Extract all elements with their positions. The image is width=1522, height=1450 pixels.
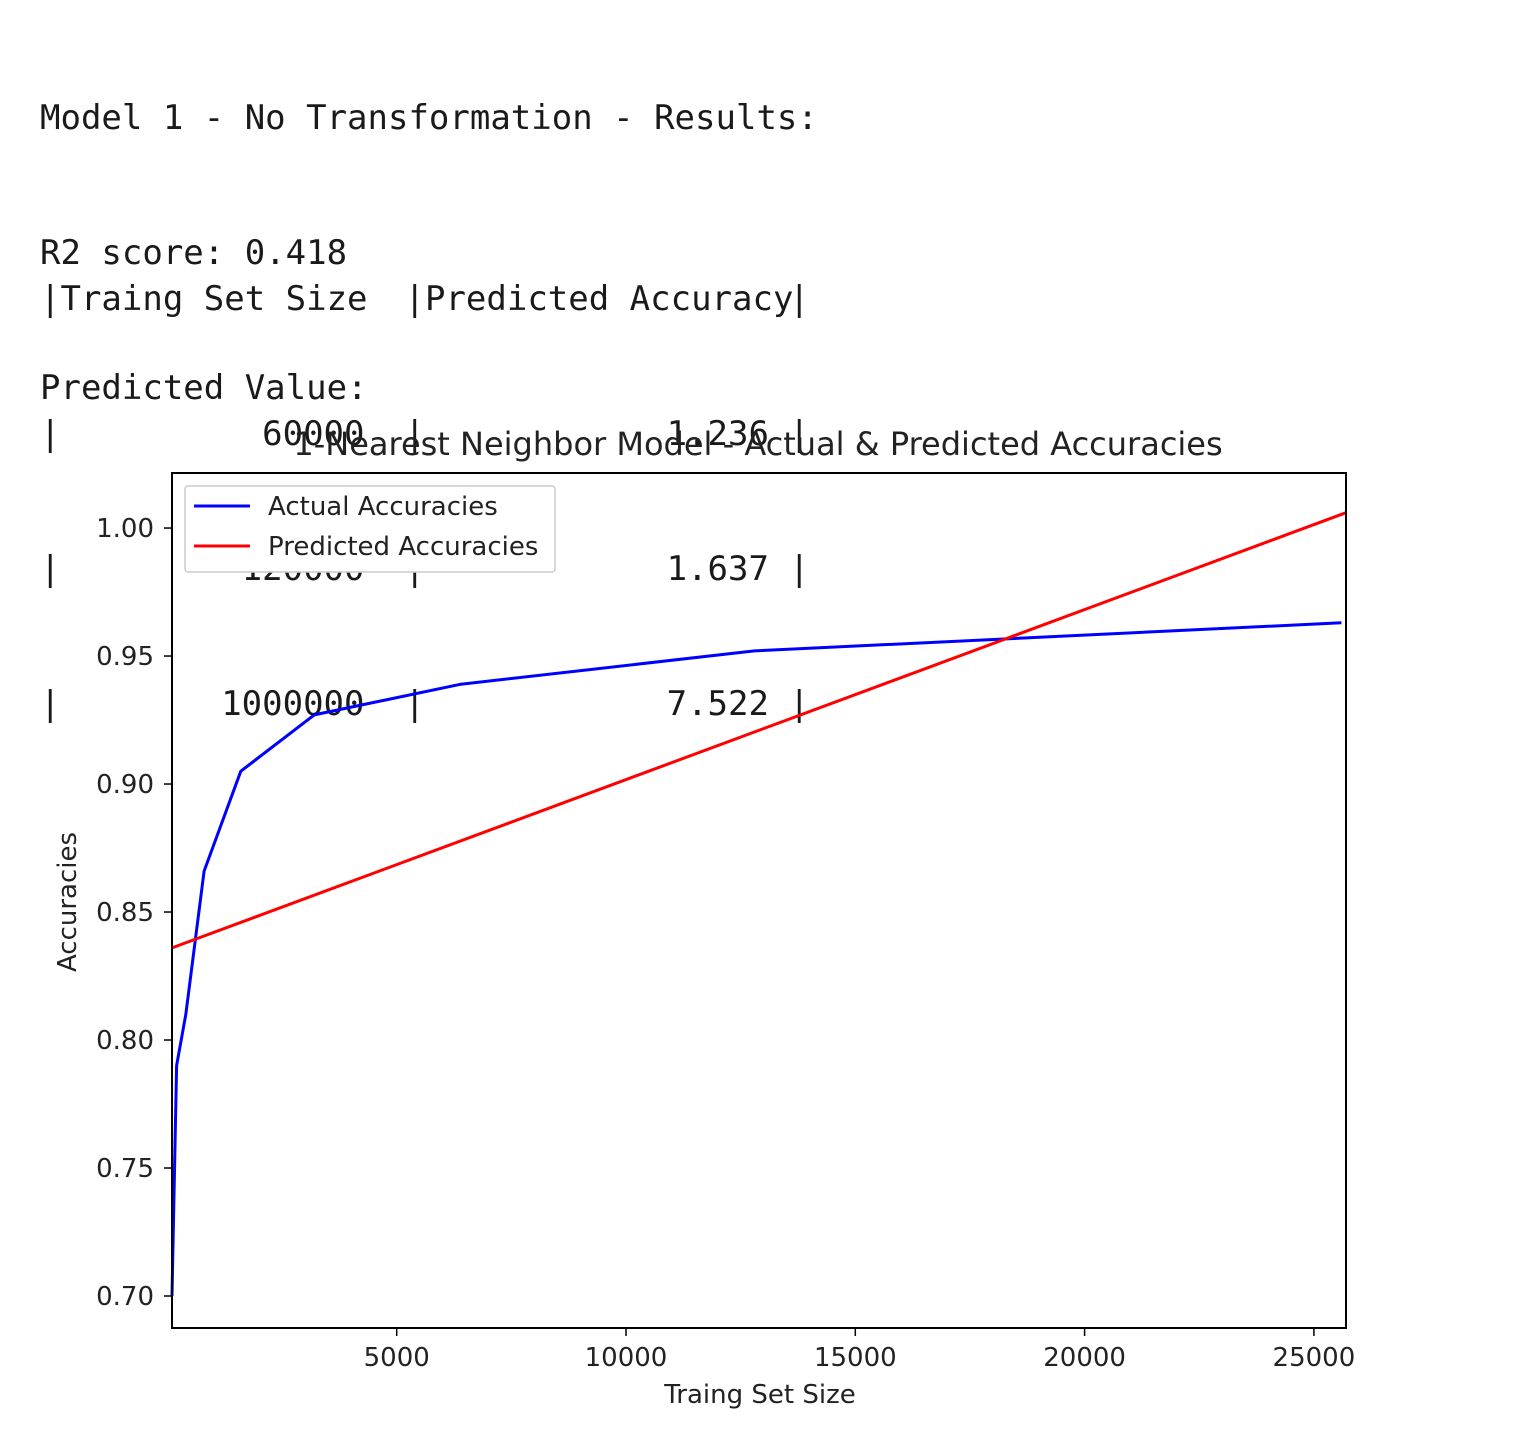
table-row: | 1000000 | 7.522 | [40,682,809,727]
table-cell-size: 60000 [262,414,365,454]
r2-score-line: R2 score: 0.418 [40,233,348,273]
table-cell-accuracy: 7.522 [666,684,769,724]
legend: Actual Accuracies Predicted Accuracies [184,485,556,573]
table-row: | 60000 | 1.236 | [40,412,809,457]
actual-accuracies-line [170,621,1342,1297]
y-tick-label: 0.75 [96,1154,154,1184]
plot-lines [170,511,1347,1297]
predicted-accuracies-line [171,511,1347,950]
table-cell-size: 1000000 [221,684,365,724]
table-border: | [788,279,810,319]
x-tick-label: 20000 [1043,1343,1126,1373]
predicted-value-label: Predicted Value: [40,368,368,408]
table-header-row: |Traing Set Size |Predicted Accuracy| [40,277,809,322]
x-tick-label: 15000 [814,1343,897,1373]
y-tick-label: 0.80 [96,1026,154,1056]
table-border: | [404,414,425,454]
plot-frame [171,472,1347,1329]
predicted-accuracy-table: |Traing Set Size |Predicted Accuracy| | 60… [40,187,809,772]
table-border: | [40,549,61,589]
table-header-size: Traing Set Size [60,279,368,319]
legend-label-actual: Actual Accuracies [268,492,498,522]
x-tick-label: 25000 [1273,1343,1356,1373]
table-border: | [404,279,425,319]
output-title: Model 1 - No Transformation - Results: [40,98,818,138]
table-cell-accuracy: 1.637 [666,549,769,589]
y-tick-label: 0.85 [96,898,154,928]
table-header-accuracy: Predicted Accuracy [424,279,794,319]
legend-box [184,485,556,573]
x-tick-label: 10000 [585,1343,668,1373]
table-cell-accuracy: 1.236 [666,414,769,454]
table-border: | [788,414,810,454]
table-border: | [40,684,61,724]
x-axis-label: Traing Set Size [663,1380,855,1410]
y-tick-label: 0.95 [96,642,154,672]
x-tick-label: 5000 [364,1343,430,1373]
output-text: Model 1 - No Transformation - Results: R… [40,6,818,456]
y-tick-label: 1.00 [96,514,154,544]
table-border: | [40,414,61,454]
chart-title: 1-Nearest Neighbor Model - Actual & Pred… [293,425,1222,463]
y-axis-label: Accuracies [53,832,83,972]
legend-label-predicted: Predicted Accuracies [268,532,538,562]
y-tick-label: 0.90 [96,770,154,800]
axis-ticks: 5000 10000 15000 20000 25000 0.70 0.75 0.80 0.85… [96,514,1355,1373]
y-tick-label: 0.70 [96,1282,154,1312]
table-border: | [40,279,61,319]
table-border: | [788,549,810,589]
